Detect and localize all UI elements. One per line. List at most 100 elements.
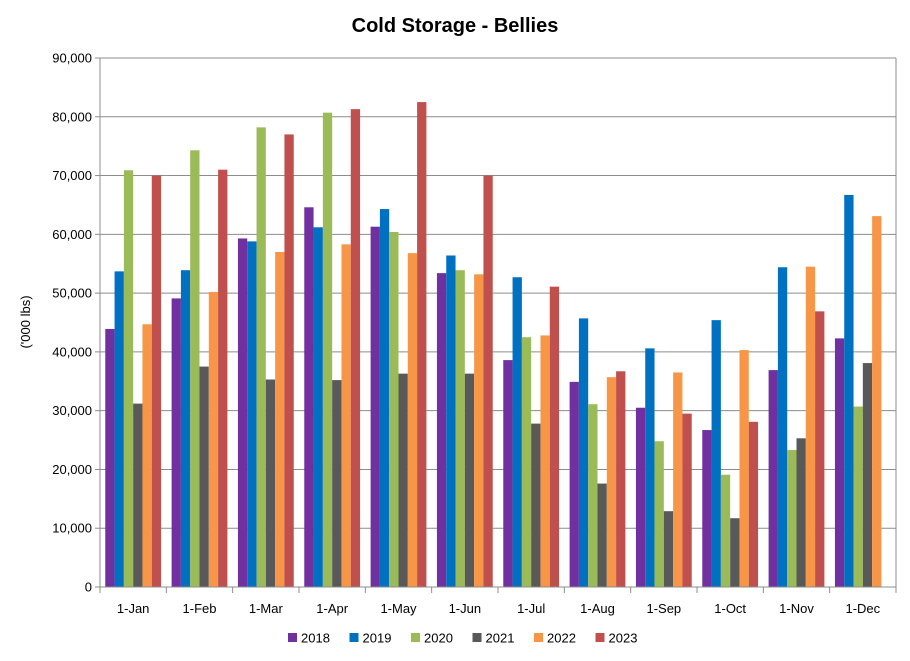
bar-2020-1-Feb <box>190 150 200 587</box>
x-tick-label: 1-Jun <box>449 601 482 616</box>
y-tick-label: 40,000 <box>52 344 92 359</box>
x-tick-label: 1-Sep <box>646 601 681 616</box>
bar-2019-1-Nov <box>777 267 788 587</box>
x-tick-label: 1-Jul <box>517 601 545 616</box>
y-tick-label: 50,000 <box>52 286 92 301</box>
x-tick-label: 1-Aug <box>580 601 615 616</box>
bar-2022-1-Jul <box>540 335 550 587</box>
bar-2023-1-Jun <box>483 175 493 588</box>
x-tick-label: 1-Feb <box>183 601 217 616</box>
bar-2019-1-Jan <box>114 271 124 587</box>
legend-swatch-2020 <box>411 633 420 642</box>
legend-label-2020: 2020 <box>424 631 453 646</box>
bar-2018-1-Dec <box>834 338 845 587</box>
bar-2021-1-Jul <box>531 423 541 587</box>
bar-2020-1-Nov <box>787 450 797 587</box>
bar-2020-1-Aug <box>588 404 598 587</box>
bar-2021-1-Oct <box>730 518 740 587</box>
bar-2022-1-Dec <box>872 216 882 587</box>
bar-2023-1-Jul <box>549 286 560 587</box>
bar-2019-1-Feb <box>180 270 191 587</box>
bar-2020-1-Jan <box>123 170 134 587</box>
bar-2023-1-Jan <box>151 175 162 588</box>
bar-2023-1-Aug <box>616 371 626 587</box>
legend-swatch-2022 <box>534 633 543 642</box>
gridlines <box>100 57 896 529</box>
bar-2021-1-Aug <box>597 483 607 587</box>
bar-2023-1-Feb <box>218 169 228 587</box>
bar-2018-1-Aug <box>569 381 579 587</box>
bar-2022-1-Jun <box>474 274 484 587</box>
bar-2018-1-Mar <box>237 238 248 587</box>
y-tick-label: 80,000 <box>52 109 92 124</box>
bar-2019-1-Dec <box>844 194 854 588</box>
bar-2018-1-Sep <box>635 407 646 587</box>
bar-2019-1-Jun <box>446 255 456 587</box>
legend: 2018 2019 2020 2021 2022 2023 <box>288 631 637 646</box>
bar-2020-1-Mar <box>256 127 266 587</box>
bar-2020-1-Apr <box>322 112 333 587</box>
legend-swatch-2023 <box>595 633 605 642</box>
bar-2023-1-Oct <box>748 421 759 587</box>
bar-2020-1-May <box>389 231 399 587</box>
y-tick-label: 70,000 <box>52 168 92 183</box>
bar-2020-1-Sep <box>654 441 664 587</box>
bar-2019-1-Sep <box>645 348 655 587</box>
y-axis-ticks: 0 10,000 20,000 30,000 40,000 50,000 60,000 70,… <box>52 51 100 595</box>
y-tick-label: 0 <box>85 580 92 595</box>
x-tick-label: 1-Apr <box>316 601 348 616</box>
bar-2023-1-Nov <box>815 311 825 587</box>
bar-2022-1-Nov <box>805 266 816 587</box>
bar-2022-1-Jan <box>142 324 152 587</box>
legend-swatch-2019 <box>349 633 359 642</box>
legend-label-2018: 2018 <box>301 631 330 646</box>
bar-2018-1-Oct <box>702 430 712 587</box>
bar-2021-1-Apr <box>332 380 342 587</box>
bar-2022-1-Aug <box>606 377 617 587</box>
legend-label-2021: 2021 <box>486 631 515 646</box>
y-tick-label: 20,000 <box>52 462 92 477</box>
x-tick-label: 1-Nov <box>779 601 814 616</box>
bar-2019-1-Apr <box>313 227 323 587</box>
bar-2020-1-Oct <box>720 474 731 587</box>
bar-2019-1-May <box>379 209 390 587</box>
y-tick-label: 10,000 <box>52 521 92 536</box>
bar-2022-1-Oct <box>739 350 749 587</box>
legend-swatch-2018 <box>288 633 297 642</box>
bar-2022-1-Feb <box>208 291 219 587</box>
bar-2018-1-Apr <box>304 207 314 587</box>
y-tick-label: 60,000 <box>52 227 92 242</box>
bar-2018-1-Nov <box>768 370 778 587</box>
bar-2018-1-Jun <box>436 273 447 587</box>
bar-2021-1-Feb <box>199 366 209 587</box>
x-tick-label: 1-Dec <box>845 601 880 616</box>
x-tick-label: 1-Oct <box>714 601 746 616</box>
bar-2020-1-Dec <box>853 406 863 587</box>
bar-2019-1-Aug <box>578 318 589 587</box>
bar-2022-1-May <box>407 253 418 588</box>
bar-2022-1-Mar <box>275 251 285 587</box>
y-tick-label: 90,000 <box>52 51 92 66</box>
bar-2018-1-Jan <box>105 328 115 587</box>
bar-2023-1-Mar <box>284 134 294 587</box>
bar-2020-1-Jul <box>521 337 532 587</box>
bar-2021-1-Mar <box>265 379 276 587</box>
bar-2023-1-May <box>417 102 427 587</box>
bar-2021-1-May <box>398 373 408 587</box>
bar-2021-1-Dec <box>862 363 873 587</box>
bar-2021-1-Sep <box>663 511 674 587</box>
legend-swatch-2021 <box>472 633 482 642</box>
bar-2022-1-Apr <box>341 244 351 587</box>
bar-2023-1-Apr <box>350 109 361 588</box>
y-tick-label: 30,000 <box>52 403 92 418</box>
bar-2018-1-May <box>370 226 380 588</box>
bar-2020-1-Jun <box>455 270 465 587</box>
bar-2019-1-Mar <box>247 241 257 588</box>
bar-2022-1-Sep <box>673 372 683 587</box>
bar-2021-1-Jun <box>464 373 475 587</box>
legend-label-2023: 2023 <box>609 631 638 646</box>
bar-2018-1-Jul <box>503 360 513 587</box>
bar-2021-1-Jan <box>133 403 143 587</box>
bar-2019-1-Oct <box>711 320 721 587</box>
